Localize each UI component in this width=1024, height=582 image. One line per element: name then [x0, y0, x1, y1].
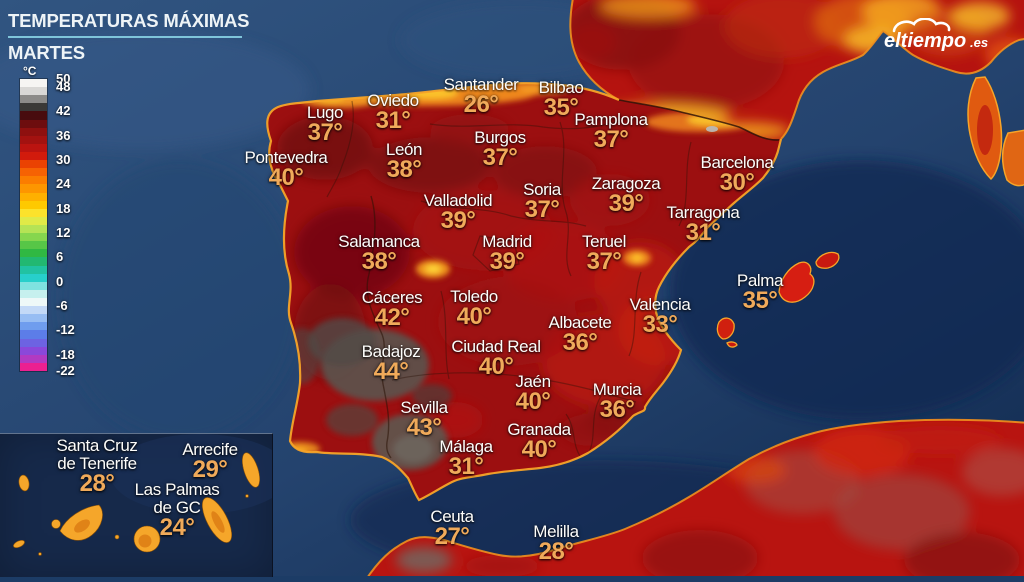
legend-color-segment — [20, 208, 47, 217]
legend-tick-label: 12 — [56, 225, 71, 241]
legend-color-segment — [20, 233, 47, 242]
legend-color-segment — [20, 289, 47, 298]
eltiempo-logo-graphic: eltiempo .es — [884, 17, 988, 52]
legend-color-segment — [20, 306, 47, 315]
legend-color-segment — [20, 135, 47, 144]
legend-color-segment — [20, 103, 47, 112]
corsica-island — [967, 76, 1003, 181]
cloud-icon — [892, 17, 951, 33]
legend-color-segment — [20, 160, 47, 169]
legend-color-segment — [20, 346, 47, 355]
pyrenees-gray-patch — [706, 126, 718, 132]
legend-tick-label: 24 — [56, 176, 71, 192]
logo-text: eltiempo — [884, 30, 966, 52]
legend-tick-label: -18 — [56, 346, 75, 362]
portugal-border — [366, 195, 392, 459]
legend-color-segment — [20, 224, 47, 234]
page-title: TEMPERATURAS MÁXIMAS — [8, 10, 250, 31]
legend-tick-label: 42 — [56, 103, 71, 119]
canary-islands-hot-cores — [74, 511, 225, 548]
africa-coast-rim — [367, 418, 1024, 576]
france-landmass — [569, 0, 1024, 140]
legend-tick-label: 30 — [56, 152, 71, 168]
legend-color-segment — [20, 362, 47, 371]
legend-color-segment — [20, 281, 47, 290]
legend-color-segment — [20, 265, 47, 274]
legend-color-segment — [20, 184, 47, 193]
legend-color-segment — [20, 200, 47, 209]
legend-tick-label: -12 — [56, 322, 75, 338]
legend-color-segment — [20, 87, 47, 96]
logo-tld: .es — [970, 35, 988, 50]
legend-color-segment — [20, 322, 47, 331]
legend-color-segment — [20, 95, 47, 104]
pyrenees-border — [618, 99, 780, 141]
legend-color-segment — [20, 297, 47, 307]
title-block: TEMPERATURAS MÁXIMAS MARTES — [8, 10, 249, 64]
legend-tick-label: 6 — [56, 249, 64, 265]
legend-color-segment — [20, 314, 47, 323]
legend-color-segment — [20, 151, 47, 161]
legend-color-segment — [20, 257, 47, 266]
legend-color-segment — [20, 273, 47, 282]
title-underline — [8, 36, 242, 38]
legend-tick-label: 0 — [56, 273, 64, 289]
legend-tick-label: 50 — [56, 71, 71, 86]
balearic-islands — [716, 251, 840, 348]
legend-unit-label: °C — [23, 64, 37, 78]
legend-tick-label: 36 — [56, 127, 71, 143]
legend-color-segment — [20, 249, 47, 258]
day-subtitle: MARTES — [8, 42, 85, 63]
legend-color-segment — [20, 338, 47, 347]
legend-color-segment — [20, 168, 47, 177]
legend-color-segment — [20, 79, 47, 88]
iberia-coast-rim — [266, 82, 783, 502]
legend-color-bar — [20, 79, 47, 371]
canary-islands-inset — [0, 433, 290, 577]
eltiempo-logo: eltiempo .es — [878, 17, 996, 59]
legend-tick-label: -6 — [56, 298, 68, 314]
legend-color-segment — [20, 143, 47, 152]
legend-color-segment — [20, 216, 47, 225]
legend-color-segment — [20, 176, 47, 185]
legend-color-segment — [20, 127, 47, 136]
canary-islands-map — [13, 434, 290, 556]
temperature-legend: °C 50 48 42 36 30 24 18 12 6 0 -6 -12 -18 -22 — [20, 64, 75, 378]
legend-color-segment — [20, 192, 47, 201]
africa-landmass — [367, 418, 1024, 576]
legend-color-segment — [20, 330, 47, 339]
region-borders — [326, 100, 692, 457]
france-coast-rim — [569, 0, 1024, 140]
legend-color-segment — [20, 354, 47, 363]
legend-tick-label: 48 — [56, 79, 71, 95]
sardinia-island — [1001, 129, 1024, 187]
legend-color-segment — [20, 111, 47, 120]
legend-tick-label: -22 — [56, 362, 75, 378]
legend-color-segment — [20, 241, 47, 250]
legend-tick-label: 18 — [56, 200, 71, 216]
legend-color-segment — [20, 119, 47, 128]
